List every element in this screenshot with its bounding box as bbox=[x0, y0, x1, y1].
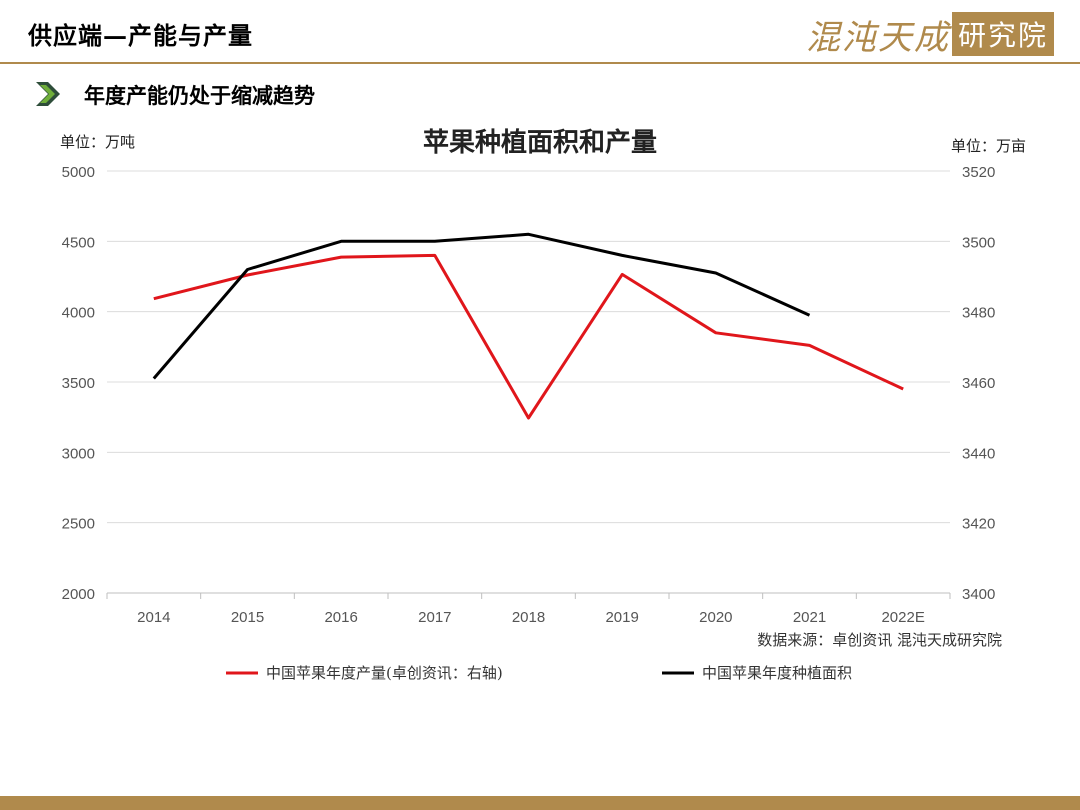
right-tick-label: 3440 bbox=[962, 445, 995, 462]
apple-area-production-chart: 苹果种植面积和产量 单位：万吨 单位：万亩 2000 2500 3000 3500 40… bbox=[60, 128, 1026, 682]
footer-bar bbox=[0, 796, 1080, 810]
left-tick-label: 4500 bbox=[62, 234, 95, 251]
legend: 中国苹果年度产量(卓创资讯：右轴) 中国苹果年度种植面积 bbox=[226, 664, 852, 682]
x-tick-label: 2015 bbox=[231, 609, 264, 626]
right-tick-label: 3460 bbox=[962, 375, 995, 392]
right-tick-label: 3500 bbox=[962, 234, 995, 251]
logo-box-text: 研究院 bbox=[951, 12, 1054, 56]
x-tick-label: 2019 bbox=[605, 609, 638, 626]
x-tick-label: 2017 bbox=[418, 609, 451, 626]
series-lines bbox=[152, 232, 904, 420]
left-tick-label: 5000 bbox=[62, 164, 95, 181]
x-tick-label: 2021 bbox=[793, 609, 826, 626]
gridlines bbox=[107, 170, 950, 594]
left-tick-label: 3500 bbox=[62, 375, 95, 392]
series-line-0 bbox=[153, 253, 904, 420]
section-title: 年度产能仍处于缩减趋势 bbox=[84, 83, 315, 108]
right-tick-label: 3520 bbox=[962, 164, 995, 181]
left-axis-unit: 单位：万吨 bbox=[60, 133, 135, 151]
right-tick-label: 3480 bbox=[962, 305, 995, 322]
header-divider bbox=[0, 62, 1080, 64]
right-tick-label: 3420 bbox=[962, 516, 995, 533]
left-tick-label: 3000 bbox=[62, 445, 95, 462]
source-note: 数据来源：卓创资讯 混沌天成研究院 bbox=[757, 631, 1002, 649]
chevron-right-icon bbox=[36, 82, 60, 106]
right-axis-unit: 单位：万亩 bbox=[951, 137, 1026, 155]
legend-label-1: 中国苹果年度种植面积 bbox=[702, 664, 852, 682]
x-tick-label: 2018 bbox=[512, 609, 545, 626]
left-tick-label: 2500 bbox=[62, 516, 95, 533]
series-line-1 bbox=[152, 232, 811, 380]
x-tick-label: 2014 bbox=[137, 609, 170, 626]
x-tick-label: 2016 bbox=[324, 609, 357, 626]
right-tick-label: 3400 bbox=[962, 586, 995, 603]
x-tick-label: 2020 bbox=[699, 609, 732, 626]
legend-label-0: 中国苹果年度产量(卓创资讯：右轴) bbox=[266, 664, 503, 682]
company-logo: 混沌天成 研究院 bbox=[805, 12, 1054, 58]
page-title: 供应端—产能与产量 bbox=[28, 21, 253, 50]
axis-labels: 2000 2500 3000 3500 4000 4500 5000 3400 3420 3440… bbox=[62, 164, 996, 626]
left-tick-label: 2000 bbox=[62, 586, 95, 603]
logo-script-text: 混沌天成 bbox=[805, 17, 950, 58]
left-tick-label: 4000 bbox=[62, 305, 95, 322]
chart-title: 苹果种植面积和产量 bbox=[423, 128, 657, 158]
x-tick-label: 2022E bbox=[881, 609, 924, 626]
